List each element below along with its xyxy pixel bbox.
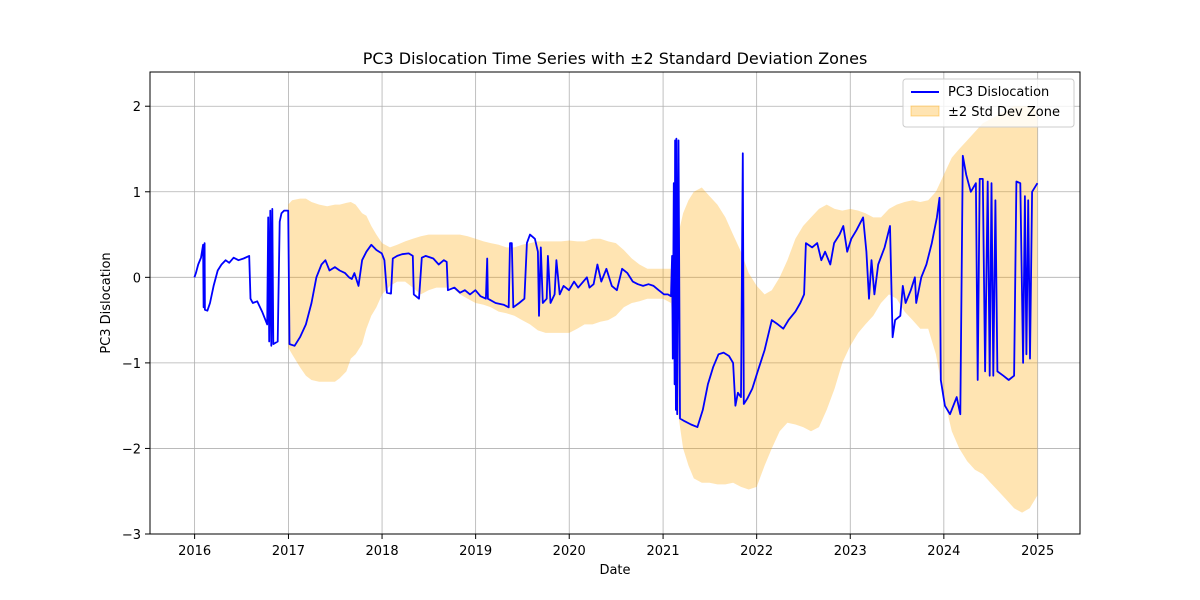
x-tick-label: 2020: [553, 544, 586, 559]
x-tick-label: 2024: [927, 544, 960, 559]
legend: PC3 Dislocation ±2 Std Dev Zone: [902, 78, 1075, 128]
x-tick-label: 2021: [647, 544, 680, 559]
x-tick-label: 2016: [178, 544, 211, 559]
data-layer: [193, 106, 1039, 513]
y-tick-label: −3: [122, 528, 141, 543]
pc3-dislocation-line: [193, 137, 1039, 428]
legend-band-label: ±2 Std Dev Zone: [948, 105, 1060, 120]
y-axis-label: PC3 Dislocation: [99, 252, 114, 353]
x-tick-label: 2025: [1021, 544, 1054, 559]
x-tick-label: 2017: [272, 544, 305, 559]
x-tick-label: 2019: [459, 544, 492, 559]
plot-frame: [149, 71, 1081, 535]
legend-box: [902, 78, 1075, 128]
legend-line-label: PC3 Dislocation: [948, 85, 1049, 100]
y-tick-label: 0: [133, 271, 141, 286]
ticks-layer: 2016 2017 2018 2019 2020 2021 2022 2023 2024 2025…: [122, 100, 1054, 559]
y-tick-label: 2: [133, 100, 141, 115]
y-tick-label: −1: [122, 357, 141, 372]
std-dev-zone-band: [288, 106, 1038, 513]
chart-title: PC3 Dislocation Time Series with ±2 Stan…: [363, 49, 868, 68]
legend-band-swatch: [910, 105, 940, 117]
x-tick-label: 2022: [740, 544, 773, 559]
y-tick-label: 1: [133, 186, 141, 201]
x-tick-label: 2018: [366, 544, 399, 559]
y-tick-label: −2: [122, 442, 141, 457]
x-tick-label: 2023: [834, 544, 867, 559]
x-axis-label: Date: [599, 563, 630, 578]
